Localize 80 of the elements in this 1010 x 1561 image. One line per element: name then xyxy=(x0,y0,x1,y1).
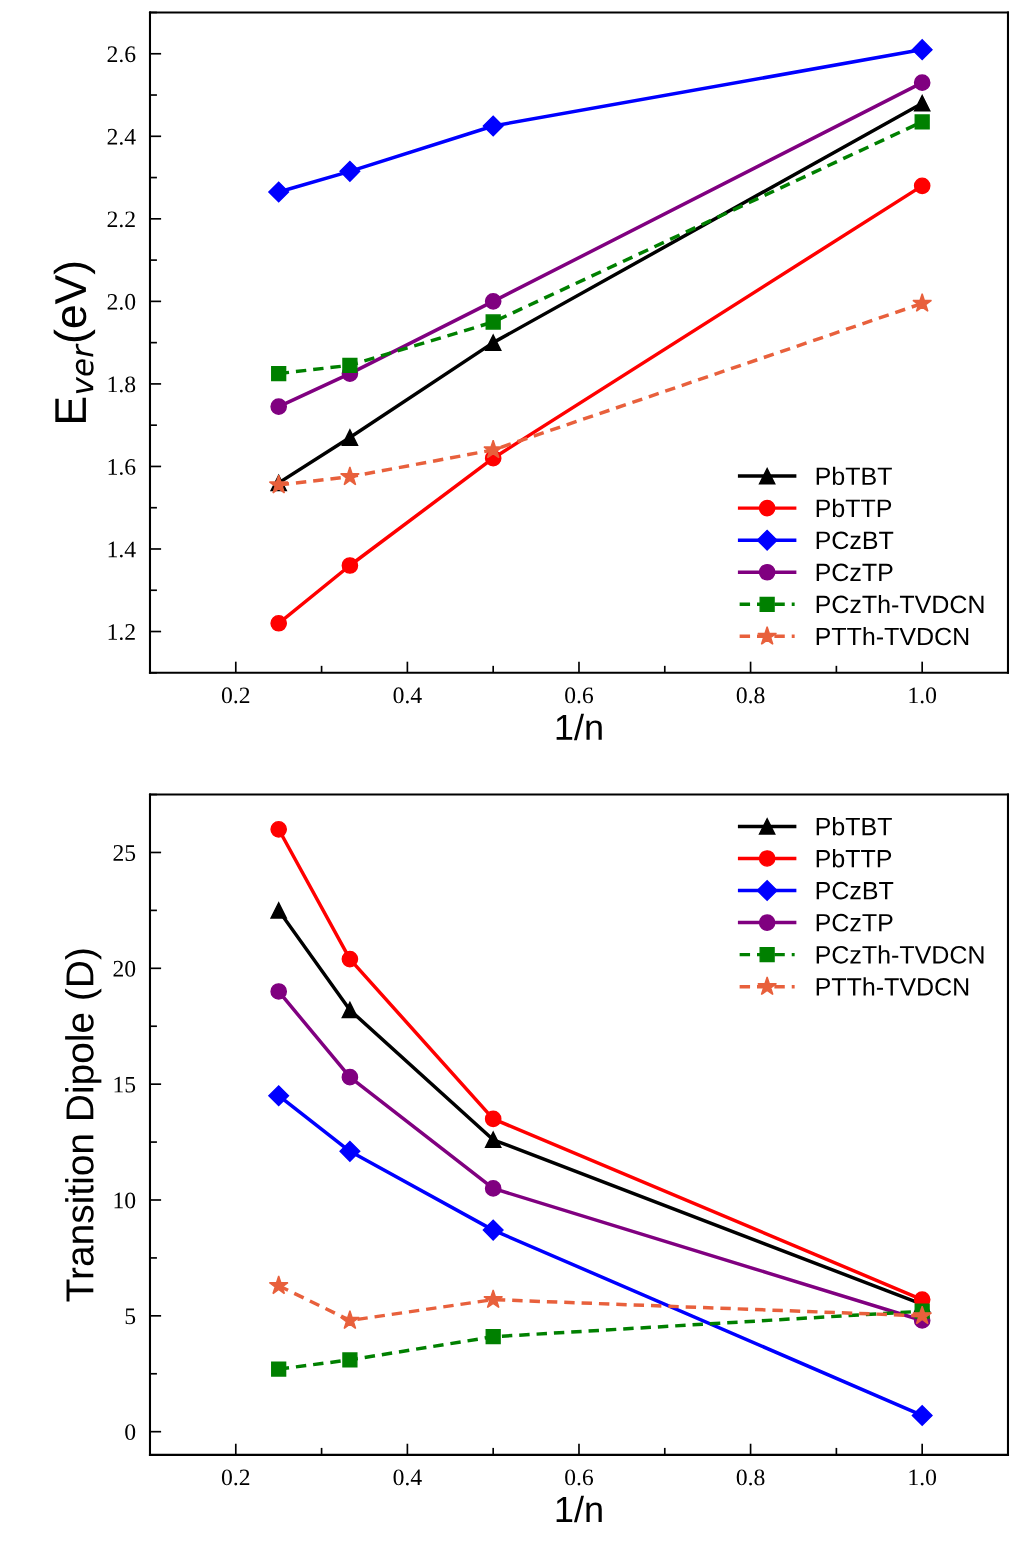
point xyxy=(483,1289,504,1309)
point xyxy=(271,365,287,382)
legend-label: PCzTh-TVDCN xyxy=(816,594,984,614)
y-tick-label: 10 xyxy=(114,1192,136,1209)
point xyxy=(339,466,360,486)
point xyxy=(270,398,288,415)
y-axis-title: Transition Dipole (D) xyxy=(65,949,102,1302)
point xyxy=(483,439,504,459)
point xyxy=(268,1085,290,1107)
legend-label: PbTTP xyxy=(816,849,892,868)
point xyxy=(484,334,502,351)
point xyxy=(270,614,288,632)
y-tick-label: 1.8 xyxy=(108,376,136,393)
legend-label: PCzTh-TVDCN xyxy=(816,945,984,964)
point xyxy=(339,1310,360,1330)
point xyxy=(484,1110,502,1128)
legend-label: PTTh-TVDCN xyxy=(816,626,969,646)
x-axis-title: 1/n xyxy=(556,1495,602,1523)
legend-label: PbTBT xyxy=(816,466,892,486)
x-tick-label: 0.2 xyxy=(221,1469,250,1486)
point xyxy=(341,557,359,574)
x-tick-label: 0.4 xyxy=(393,1469,422,1486)
legend-label: PTTh-TVDCN xyxy=(816,977,969,996)
legend-label: PCzBT xyxy=(816,881,894,900)
point xyxy=(341,1068,359,1086)
point xyxy=(342,1352,358,1368)
point xyxy=(914,114,930,130)
point xyxy=(341,429,359,446)
y-tick-label: 1.6 xyxy=(108,459,136,475)
point xyxy=(484,1180,502,1197)
point xyxy=(270,983,288,1000)
point xyxy=(271,1361,287,1377)
point xyxy=(268,1275,289,1295)
point xyxy=(341,950,359,968)
point xyxy=(913,177,931,195)
y-tick-label: 2.2 xyxy=(107,211,135,228)
legend-label: PCzBT xyxy=(816,531,894,550)
x-tick-label: 0.2 xyxy=(221,687,250,704)
y-tick-label: 2.0 xyxy=(107,293,136,310)
y-tick-label: 5 xyxy=(125,1308,136,1325)
point xyxy=(268,181,290,203)
point xyxy=(270,902,288,919)
point xyxy=(485,1329,501,1345)
point xyxy=(912,293,933,312)
y-tick-label: 1.4 xyxy=(108,541,136,558)
legend-label: PbTBT xyxy=(816,817,892,836)
x-tick-label: 0.4 xyxy=(393,687,422,704)
point xyxy=(341,1001,359,1019)
legend-label: PbTTP xyxy=(816,498,892,518)
point xyxy=(484,1131,502,1149)
x-tick-label: 0.6 xyxy=(565,1469,594,1486)
x-tick-label: 0.8 xyxy=(736,1469,765,1486)
legend-label: PCzTP xyxy=(816,913,893,932)
y-tick-label: 0 xyxy=(125,1424,136,1441)
x-tick-label: 1.0 xyxy=(909,687,937,704)
x-tick-label: 1.0 xyxy=(909,1469,937,1486)
point xyxy=(911,1404,933,1426)
point xyxy=(270,820,288,838)
point xyxy=(912,1305,933,1325)
y-tick-label: 1.2 xyxy=(108,624,135,641)
y-tick-label: 20 xyxy=(113,960,136,977)
x-axis-title: 1/n xyxy=(556,713,602,741)
y-tick-label: 2.4 xyxy=(107,128,136,145)
x-tick-label: 0.8 xyxy=(736,687,765,704)
point xyxy=(482,1219,504,1241)
y-axis-title: E$_{ver}$(eV) xyxy=(53,262,96,422)
y-tick-label: 25 xyxy=(113,845,136,861)
point xyxy=(482,115,504,137)
x-tick-label: 0.6 xyxy=(565,687,594,704)
y-tick-label: 2.6 xyxy=(107,46,136,63)
legend-label: PCzTP xyxy=(816,563,893,582)
point xyxy=(913,94,931,112)
point xyxy=(911,39,933,61)
point xyxy=(913,74,931,91)
point xyxy=(342,357,358,373)
y-tick-label: 15 xyxy=(114,1076,136,1093)
point xyxy=(484,293,502,310)
point xyxy=(339,160,361,182)
point xyxy=(485,314,501,330)
point xyxy=(339,1140,361,1162)
